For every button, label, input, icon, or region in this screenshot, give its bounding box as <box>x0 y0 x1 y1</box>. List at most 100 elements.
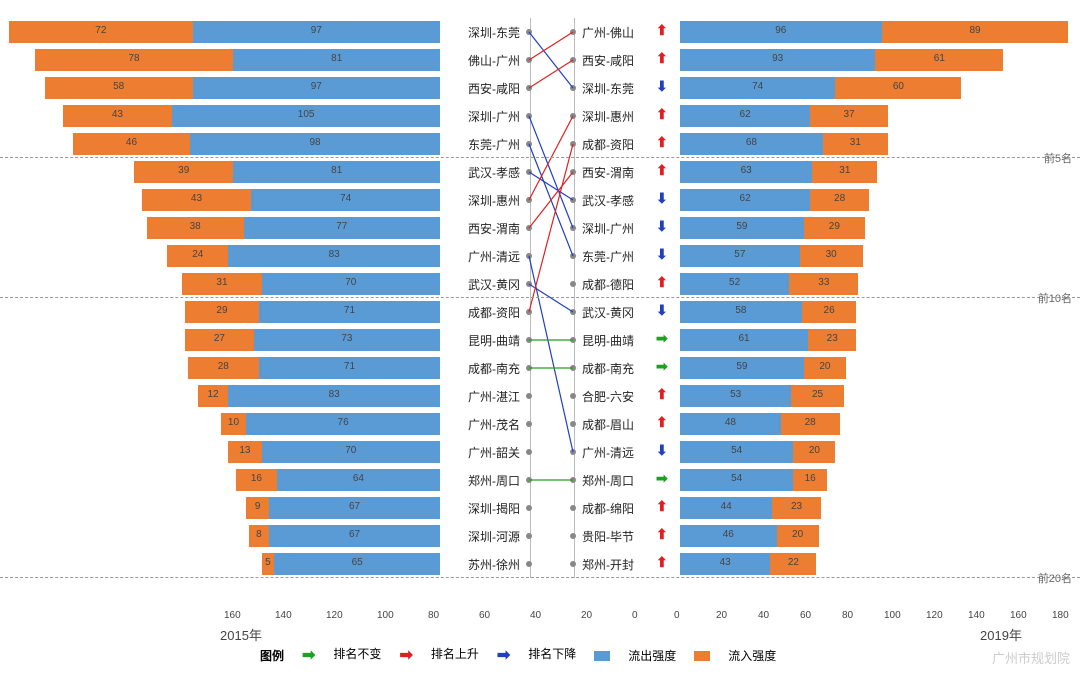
right-bar: 9361 <box>680 49 1003 71</box>
chart-row: 4374深圳-惠州6228武汉-孝感⬇ <box>0 186 1080 214</box>
dot-right <box>570 57 576 63</box>
chart-row: 3981武汉-孝感6331西安-渭南⬆ <box>0 158 1080 186</box>
right-bar: 4620 <box>680 525 819 547</box>
left-label: 广州-韶关 <box>450 444 520 461</box>
right-blue-val: 93 <box>680 53 875 64</box>
right-orange-val: 31 <box>812 165 877 176</box>
chart-row: 7297深圳-东莞9689广州-佛山⬆ <box>0 18 1080 46</box>
left-label: 广州-湛江 <box>450 388 520 405</box>
dot-left <box>526 393 532 399</box>
left-bar: 7297 <box>9 21 440 43</box>
left-blue-val: 83 <box>228 249 440 260</box>
chart-row: 5897西安-咸阳7460深圳-东莞⬇ <box>0 74 1080 102</box>
dot-right <box>570 365 576 371</box>
left-blue-val: 105 <box>172 109 440 120</box>
dot-right <box>570 197 576 203</box>
left-blue-val: 71 <box>259 361 440 372</box>
right-blue-val: 48 <box>680 417 781 428</box>
right-label: 广州-佛山 <box>582 24 652 41</box>
left-bar: 2871 <box>188 357 440 379</box>
left-bar: 1283 <box>198 385 440 407</box>
right-orange-val: 16 <box>793 473 827 484</box>
divider-label: 前10名 <box>1038 290 1072 306</box>
right-orange-val: 28 <box>810 193 869 204</box>
right-orange-val: 20 <box>804 361 846 372</box>
right-orange-val: 60 <box>835 81 961 92</box>
right-blue-val: 68 <box>680 137 823 148</box>
left-orange-val: 5 <box>262 557 275 568</box>
right-label: 昆明-曲靖 <box>582 332 652 349</box>
right-label: 西安-渭南 <box>582 164 652 181</box>
dot-left <box>526 197 532 203</box>
axis-left-tick: 20 <box>581 610 592 621</box>
right-orange-val: 23 <box>772 501 820 512</box>
right-bar: 5416 <box>680 469 827 491</box>
left-label: 广州-茂名 <box>450 416 520 433</box>
right-label: 成都-眉山 <box>582 416 652 433</box>
right-blue-val: 62 <box>680 109 810 120</box>
rank-arrow-icon: ⬆ <box>656 106 668 123</box>
dot-left <box>526 449 532 455</box>
dot-left <box>526 141 532 147</box>
dot-left <box>526 337 532 343</box>
left-blue-val: 97 <box>193 25 440 36</box>
dot-left <box>526 533 532 539</box>
left-bar: 3877 <box>147 217 440 239</box>
left-orange-val: 12 <box>198 389 229 400</box>
axis-right-tick: 40 <box>758 610 769 621</box>
dot-right <box>570 225 576 231</box>
right-bar: 5929 <box>680 217 865 239</box>
right-blue-val: 74 <box>680 81 835 92</box>
left-bar: 1370 <box>228 441 440 463</box>
axis-right-tick: 100 <box>884 610 901 621</box>
right-bar: 5826 <box>680 301 856 323</box>
axis-left-tick: 160 <box>224 610 241 621</box>
left-orange-val: 43 <box>63 109 173 120</box>
left-orange-val: 43 <box>142 193 252 204</box>
rank-arrow-icon: ⬆ <box>656 50 668 67</box>
left-bar: 3170 <box>182 273 440 295</box>
chart-row: 1076广州-茂名4828成都-眉山⬆ <box>0 410 1080 438</box>
dot-right <box>570 309 576 315</box>
divider-line <box>0 157 1080 158</box>
watermark: 广州市规划院 <box>992 648 1070 667</box>
right-label: 成都-绵阳 <box>582 500 652 517</box>
left-orange-val: 10 <box>221 417 247 428</box>
rank-arrow-icon: ⬆ <box>656 386 668 403</box>
dot-left <box>526 113 532 119</box>
right-label: 成都-资阳 <box>582 136 652 153</box>
right-bar: 5420 <box>680 441 835 463</box>
dot-left <box>526 253 532 259</box>
rank-arrow-icon: ⬇ <box>656 78 668 95</box>
left-orange-val: 72 <box>9 25 193 36</box>
right-label: 东莞-广州 <box>582 248 652 265</box>
right-label: 郑州-开封 <box>582 556 652 573</box>
chart-row: 2971成都-资阳5826武汉-黄冈⬇ <box>0 298 1080 326</box>
left-label: 郑州-周口 <box>450 472 520 489</box>
axis-left-tick: 60 <box>479 610 490 621</box>
right-bar: 5920 <box>680 357 846 379</box>
left-bar: 43105 <box>63 105 440 127</box>
left-label: 西安-咸阳 <box>450 80 520 97</box>
right-orange-val: 20 <box>777 529 819 540</box>
dot-left <box>526 29 532 35</box>
left-bar: 2971 <box>185 301 440 323</box>
dot-right <box>570 141 576 147</box>
left-label: 东莞-广州 <box>450 136 520 153</box>
rank-arrow-icon: ⬆ <box>656 134 668 151</box>
dot-left <box>526 421 532 427</box>
left-blue-val: 67 <box>269 501 440 512</box>
right-bar: 6237 <box>680 105 888 127</box>
axis-right-tick: 140 <box>968 610 985 621</box>
right-blue-val: 96 <box>680 25 882 36</box>
left-orange-val: 31 <box>182 277 261 288</box>
right-orange-val: 22 <box>770 557 816 568</box>
rank-arrow-icon: ➡ <box>656 470 668 487</box>
dot-right <box>570 533 576 539</box>
axis-right-tick: 120 <box>926 610 943 621</box>
dot-left <box>526 57 532 63</box>
right-label: 成都-德阳 <box>582 276 652 293</box>
right-label: 成都-南充 <box>582 360 652 377</box>
right-orange-val: 37 <box>810 109 888 120</box>
right-blue-val: 53 <box>680 389 791 400</box>
